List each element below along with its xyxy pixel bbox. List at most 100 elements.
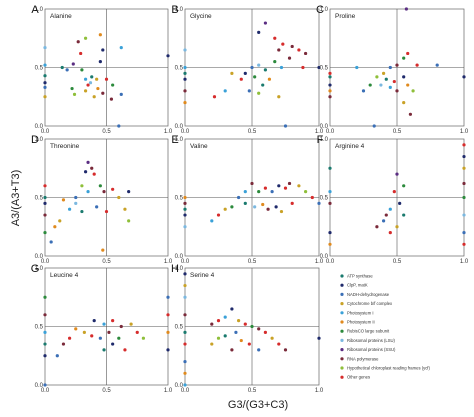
data-point	[243, 71, 247, 75]
y-tick-label: 0.5	[320, 196, 329, 202]
y-tick-label: 0.0	[175, 254, 184, 260]
data-point	[141, 336, 145, 340]
data-point	[279, 209, 284, 214]
data-point	[43, 383, 47, 387]
x-tick-label: 0.5	[393, 259, 402, 265]
data-point	[328, 231, 332, 235]
data-point	[277, 95, 281, 99]
data-point	[317, 65, 321, 70]
data-point	[247, 342, 251, 346]
panel-letter: H	[171, 263, 179, 275]
data-point	[98, 336, 102, 340]
data-point	[166, 54, 170, 58]
data-point	[104, 209, 109, 214]
y-tick-label: 0.5	[175, 325, 184, 331]
data-point	[183, 272, 187, 276]
data-point	[183, 360, 187, 364]
data-point	[43, 63, 47, 67]
data-point	[253, 205, 257, 209]
x-tick-label: 0.5	[248, 259, 257, 265]
data-point	[79, 51, 83, 56]
data-point	[183, 65, 187, 70]
legend-label: Ribosomal proteins (SSU)	[347, 347, 396, 352]
data-point	[92, 319, 96, 323]
data-point	[101, 91, 105, 95]
data-point	[71, 62, 75, 66]
y-tick-label: 0.5	[35, 325, 44, 331]
legend-item: ClpP, matK	[340, 283, 368, 288]
data-point	[257, 30, 261, 34]
data-point	[83, 77, 88, 81]
data-point	[297, 184, 301, 188]
legend-item: ATP synthase	[340, 274, 373, 279]
legend-label: Photosystem I	[347, 310, 374, 315]
data-point	[90, 75, 94, 79]
legend-marker	[340, 320, 344, 324]
data-point	[462, 166, 466, 170]
data-point	[382, 71, 386, 75]
x-tick-label: 1.0	[315, 129, 324, 135]
data-point	[328, 71, 332, 75]
x-tick-label: 0.5	[248, 129, 257, 135]
data-point	[462, 181, 466, 186]
data-point	[328, 242, 332, 246]
data-point	[117, 195, 121, 200]
data-point	[96, 86, 100, 91]
data-point	[257, 327, 261, 331]
data-point	[375, 75, 379, 79]
data-point	[462, 143, 466, 147]
y-tick-label: 0.5	[35, 196, 44, 202]
x-tick-label: 0.0	[181, 259, 190, 265]
data-point	[257, 348, 261, 352]
data-point	[183, 213, 187, 217]
data-point	[43, 295, 47, 299]
data-point	[183, 313, 187, 317]
panel-title: Glycine	[190, 13, 212, 20]
data-point	[361, 89, 366, 93]
data-point	[119, 46, 123, 50]
legend-label: Other genes	[347, 375, 370, 380]
data-point	[166, 295, 170, 299]
legend-marker	[340, 366, 344, 370]
data-point	[111, 187, 115, 191]
legend-label: RubisCO large subunit	[347, 329, 390, 334]
panel-title: Threonine	[50, 143, 80, 150]
data-point	[462, 195, 466, 200]
data-point	[86, 83, 90, 87]
x-tick-label: 0.0	[326, 259, 335, 265]
data-point	[462, 242, 466, 246]
data-point	[98, 60, 102, 64]
data-point	[395, 225, 399, 229]
data-point	[43, 46, 47, 50]
data-point	[95, 205, 99, 209]
y-tick-label: 1.0	[35, 137, 44, 143]
y-tick-label: 0.5	[35, 66, 44, 72]
data-point	[43, 342, 47, 346]
legend-label: NADH-dehydrogenase	[347, 292, 390, 297]
data-point	[355, 65, 359, 70]
data-point	[135, 330, 139, 334]
data-point	[55, 354, 59, 358]
data-point	[183, 371, 187, 375]
data-point	[183, 225, 187, 229]
data-point	[92, 95, 96, 99]
data-point	[328, 75, 332, 79]
y-tick-label: 0.0	[175, 124, 184, 130]
data-point	[243, 322, 247, 326]
data-point	[98, 33, 102, 37]
x-tick-label: 0.0	[41, 388, 50, 394]
data-point	[388, 85, 392, 89]
data-point	[287, 56, 292, 60]
legend-item: Hypothetical chloroplast reading frames …	[340, 366, 430, 371]
legend-marker	[340, 348, 344, 352]
panel-title: Valine	[190, 143, 208, 150]
data-point	[68, 336, 72, 340]
data-point	[183, 71, 187, 75]
data-point	[230, 348, 234, 352]
legend-label: ClpP, matK	[347, 283, 368, 288]
data-point	[257, 63, 261, 67]
data-point	[263, 21, 267, 25]
data-point	[237, 195, 241, 200]
